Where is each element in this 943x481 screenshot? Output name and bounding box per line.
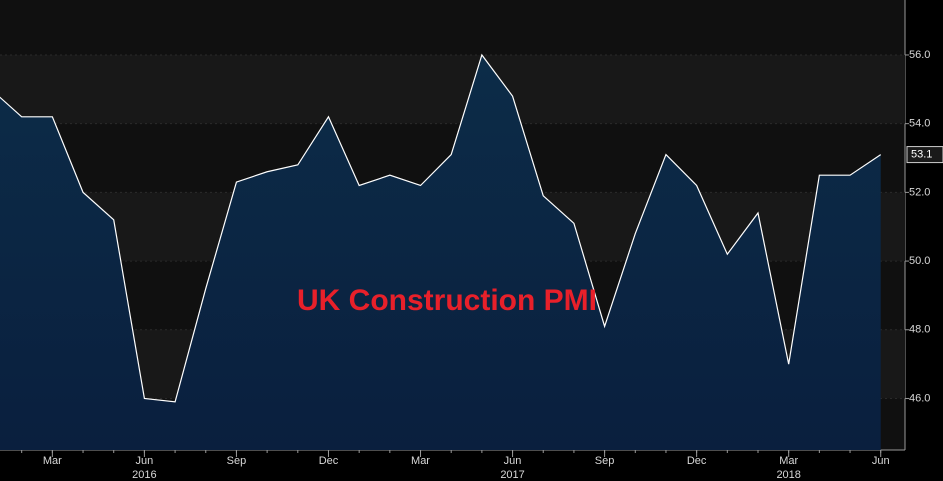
y-tick-label: 52.0 [909, 186, 930, 198]
y-tick-label: 50.0 [909, 255, 930, 267]
x-tick-label: Jun [504, 455, 522, 467]
x-tick-label: Dec [687, 455, 707, 467]
x-year-label: 2016 [132, 469, 156, 481]
x-tick-label: Mar [411, 455, 430, 467]
x-tick-label: Dec [319, 455, 339, 467]
x-tick-label: Mar [779, 455, 798, 467]
line [0, 53, 882, 403]
y-tick-label: 56.0 [909, 49, 930, 61]
x-tick-label: Jun [136, 455, 154, 467]
x-year-label: 2018 [776, 469, 800, 481]
grid-band [0, 54, 905, 124]
x-tick-label: Mar [43, 455, 62, 467]
x-year-label: 2017 [500, 469, 524, 481]
x-axis-band [0, 450, 943, 481]
x-tick-label: Sep [227, 455, 247, 467]
plot [0, 53, 905, 450]
last-value-label: 53.1 [911, 148, 932, 160]
x-tick-label: Jun [872, 455, 890, 467]
y-tick-label: 48.0 [909, 324, 930, 336]
y-axis-band [905, 0, 943, 481]
chart-title: UK Construction PMI [297, 284, 597, 317]
y-tick-label: 46.0 [909, 392, 930, 404]
x-tick-label: Sep [595, 455, 615, 467]
y-tick-label: 54.0 [909, 118, 930, 130]
last-value-box [906, 146, 943, 164]
area [0, 54, 881, 450]
